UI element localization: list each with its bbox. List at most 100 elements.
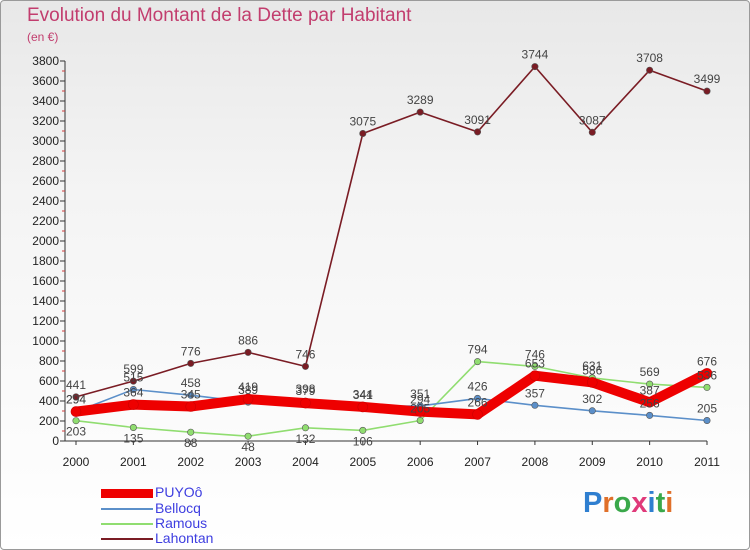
x-tick-label: 2010 [636, 455, 663, 469]
y-tick-label: 2200 [32, 214, 59, 228]
data-point-1 [474, 394, 482, 402]
data-point-3 [531, 63, 539, 71]
data-point-3 [301, 362, 309, 370]
data-point-0 [529, 370, 541, 382]
series-line-0 [71, 368, 712, 420]
y-tick-label: 3600 [32, 74, 59, 88]
data-label-2: 88 [184, 436, 198, 450]
data-label-0: 387 [640, 383, 660, 397]
y-tick-label: 200 [39, 414, 59, 428]
data-label-1: 344 [353, 388, 373, 402]
y-tick-label: 2800 [32, 154, 59, 168]
data-point-0 [414, 406, 426, 417]
data-point-3 [416, 108, 424, 116]
legend-swatch-0 [101, 489, 153, 498]
data-point-0 [586, 377, 598, 388]
data-label-1: 515 [123, 371, 143, 385]
data-point-3 [359, 130, 367, 138]
data-point-1 [187, 391, 195, 399]
data-label-1: 302 [582, 392, 602, 406]
data-label-3: 3091 [464, 113, 491, 127]
data-point-2 [359, 426, 367, 434]
data-point-0 [357, 401, 369, 413]
logo-letter: o [613, 487, 632, 519]
x-tick-label: 2009 [579, 455, 606, 469]
y-tick-label: 3000 [32, 134, 59, 148]
logo-letter: r [602, 487, 614, 519]
data-label-0: 653 [525, 357, 545, 371]
y-tick-label: 0 [52, 434, 59, 448]
data-point-3 [187, 359, 195, 367]
data-label-2: 203 [66, 425, 86, 439]
series-line-2 [75, 360, 708, 438]
data-point-2 [474, 358, 482, 366]
legend-swatch-2 [101, 523, 153, 525]
data-point-2 [187, 428, 195, 436]
logo-letter: x [631, 487, 648, 519]
data-label-3: 746 [295, 347, 315, 361]
data-label-1: 398 [295, 382, 315, 396]
data-label-3: 776 [181, 344, 201, 358]
data-point-3 [244, 348, 252, 356]
x-tick-label: 2007 [464, 455, 491, 469]
x-tick-label: 2008 [522, 455, 549, 469]
y-tick-label: 2600 [32, 174, 59, 188]
data-point-2 [72, 417, 80, 425]
legend-label-0: PUYOô [155, 484, 203, 500]
data-label-3: 886 [238, 333, 258, 347]
x-tick-label: 2002 [177, 455, 204, 469]
data-label-0: 266 [468, 395, 488, 409]
data-point-0 [128, 399, 139, 410]
x-tick-label: 2000 [63, 455, 90, 469]
y-tick-label: 400 [39, 394, 59, 408]
data-point-3 [129, 377, 137, 385]
data-point-1 [129, 385, 137, 393]
data-label-3: 3087 [579, 113, 606, 127]
data-label-3: 599 [123, 362, 143, 376]
y-tick-label: 600 [39, 374, 59, 388]
x-tick-label: 2006 [407, 455, 434, 469]
data-label-2: 794 [468, 343, 488, 357]
data-point-1 [531, 401, 539, 409]
data-point-0 [70, 406, 82, 417]
y-tick-label: 1600 [32, 274, 59, 288]
data-label-1: 294 [66, 393, 86, 407]
data-label-1: 205 [697, 402, 717, 416]
data-point-3 [646, 66, 654, 74]
data-point-2 [129, 423, 137, 431]
data-label-0: 294 [66, 393, 86, 407]
data-point-1 [646, 411, 654, 419]
data-point-2 [301, 424, 309, 432]
data-point-0 [300, 397, 311, 409]
data-label-1: 458 [181, 376, 201, 390]
data-label-3: 3744 [522, 48, 549, 62]
data-point-3 [474, 128, 482, 136]
series-line-3 [75, 65, 708, 398]
y-tick-label: 2000 [32, 234, 59, 248]
logo-letter: i [665, 487, 674, 519]
chart-title: Evolution du Montant de la Dette par Hab… [27, 5, 412, 26]
data-label-2: 569 [640, 365, 660, 379]
data-label-0: 341 [353, 388, 373, 402]
data-label-1: 426 [468, 379, 488, 393]
y-tick-label: 3400 [32, 94, 59, 108]
data-label-0: 364 [123, 386, 143, 400]
data-point-2 [416, 416, 424, 424]
data-label-2: 205 [410, 402, 430, 416]
y-tick-label: 1200 [32, 314, 59, 328]
data-label-0: 345 [181, 388, 201, 402]
data-label-2: 106 [353, 434, 373, 448]
data-point-2 [646, 380, 654, 388]
y-tick-label: 3200 [32, 114, 59, 128]
data-label-2: 536 [697, 368, 717, 382]
data-point-1 [588, 407, 596, 415]
data-point-3 [588, 128, 596, 136]
data-label-1: 256 [640, 396, 660, 410]
data-label-3: 3289 [407, 93, 434, 107]
data-point-2 [703, 383, 711, 391]
data-label-3: 441 [66, 378, 86, 392]
data-label-2: 746 [525, 347, 545, 361]
legend-swatch-3 [101, 538, 153, 540]
